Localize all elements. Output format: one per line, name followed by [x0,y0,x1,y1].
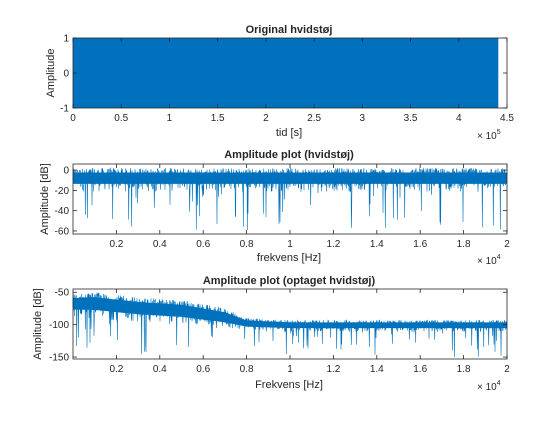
x-tick-label: 0.2 [109,239,123,250]
noise-signal-band [73,38,499,108]
x-tick-label: 0 [70,113,76,124]
spectrum-line [72,292,508,358]
y-tick-label: -20 [55,186,70,197]
y-tick-label: -150 [49,353,69,364]
x-tick-label: 1 [287,364,293,375]
x-tick-label: 1.6 [413,239,427,250]
y-tick-label: -60 [55,226,70,237]
y-axis-label: Amplitude [dB] [39,163,51,235]
subplot-amplitude-noise: Amplitude plot (hvidstøj) 0.2 0.4 0.6 0.8 1 1… [39,149,510,267]
y-tick-label: 1 [63,34,69,45]
x-tick-label: 2 [263,113,269,124]
y-tick-label: 0 [63,69,69,80]
x-tick-label: 1.2 [326,239,340,250]
x-tick-label: 0.6 [196,239,210,250]
y-tick-label: 0 [63,166,69,177]
x-axis-label: tid [s] [276,127,302,139]
y-tick-label: -1 [60,104,69,115]
y-axis-label: Amplitude [dB] [32,288,44,360]
spectrum-dense-band [73,297,507,329]
x-ticks: 0.2 0.4 0.6 0.8 1 1.2 1.4 1.6 1.8 2 [109,164,510,250]
x-tick-label: 0.5 [114,113,128,124]
x-tick-label: 1.2 [326,364,340,375]
x-tick-label: 1.8 [457,239,471,250]
x-exponent-label: × 104 [477,380,501,393]
x-tick-label: 1.5 [211,113,225,124]
x-tick-label: 4 [456,113,462,124]
y-ticks: 0 -20 -40 -60 [55,166,507,237]
spectrum-series [72,292,508,358]
x-tick-label: 0.6 [196,364,210,375]
x-tick-label: 0.2 [109,364,123,375]
x-tick-label: 2 [504,364,510,375]
x-axis-label: frekvens [Hz] [257,252,321,264]
x-tick-label: 0.4 [153,364,167,375]
subplot-amplitude-recorded: Amplitude plot (optaget hvidstøj) 0.2 0.4… [32,275,510,393]
x-tick-label: 2 [504,239,510,250]
y-tick-label: -40 [55,206,70,217]
x-exponent-label: × 104 [477,254,501,267]
x-tick-label: 1.4 [370,364,384,375]
y-tick-label: -50 [55,288,70,299]
y-ticks: -1 0 1 [60,34,507,115]
spectrum-dense-band [73,172,507,184]
chart-title: Amplitude plot (optaget hvidstøj) [203,275,376,287]
y-tick-label: -100 [49,320,69,331]
x-axis-label: Frekvens [Hz] [255,379,323,391]
x-tick-label: 1 [287,239,293,250]
y-ticks: -50 -100 -150 [49,288,507,364]
y-axis-label: Amplitude [45,49,57,98]
x-ticks: 0.2 0.4 0.6 0.8 1 1.2 1.4 1.6 1.8 2 [109,289,510,375]
x-tick-label: 0.8 [240,239,254,250]
x-tick-label: 0.8 [240,364,254,375]
x-ticks: 0 0.5 1 1.5 2 2.5 3 3.5 4 4.5 [70,38,514,124]
spectrum-series [72,167,508,230]
x-tick-label: 2.5 [307,113,321,124]
subplot-original-noise: Original hvidstøj 0 0.5 1 1.5 2 2.5 3 3.5 4 4.5 -… [45,24,514,142]
chart-title: Original hvidstøj [246,24,333,36]
x-tick-label: 0.4 [153,239,167,250]
x-tick-label: 1.4 [370,239,384,250]
x-tick-label: 3.5 [404,113,418,124]
x-exponent-label: × 105 [477,129,501,142]
x-tick-label: 1.8 [457,364,471,375]
x-tick-label: 1.6 [413,364,427,375]
chart-title: Amplitude plot (hvidstøj) [224,149,354,161]
x-tick-label: 4.5 [500,113,514,124]
x-tick-label: 3 [360,113,366,124]
x-tick-label: 1 [167,113,173,124]
